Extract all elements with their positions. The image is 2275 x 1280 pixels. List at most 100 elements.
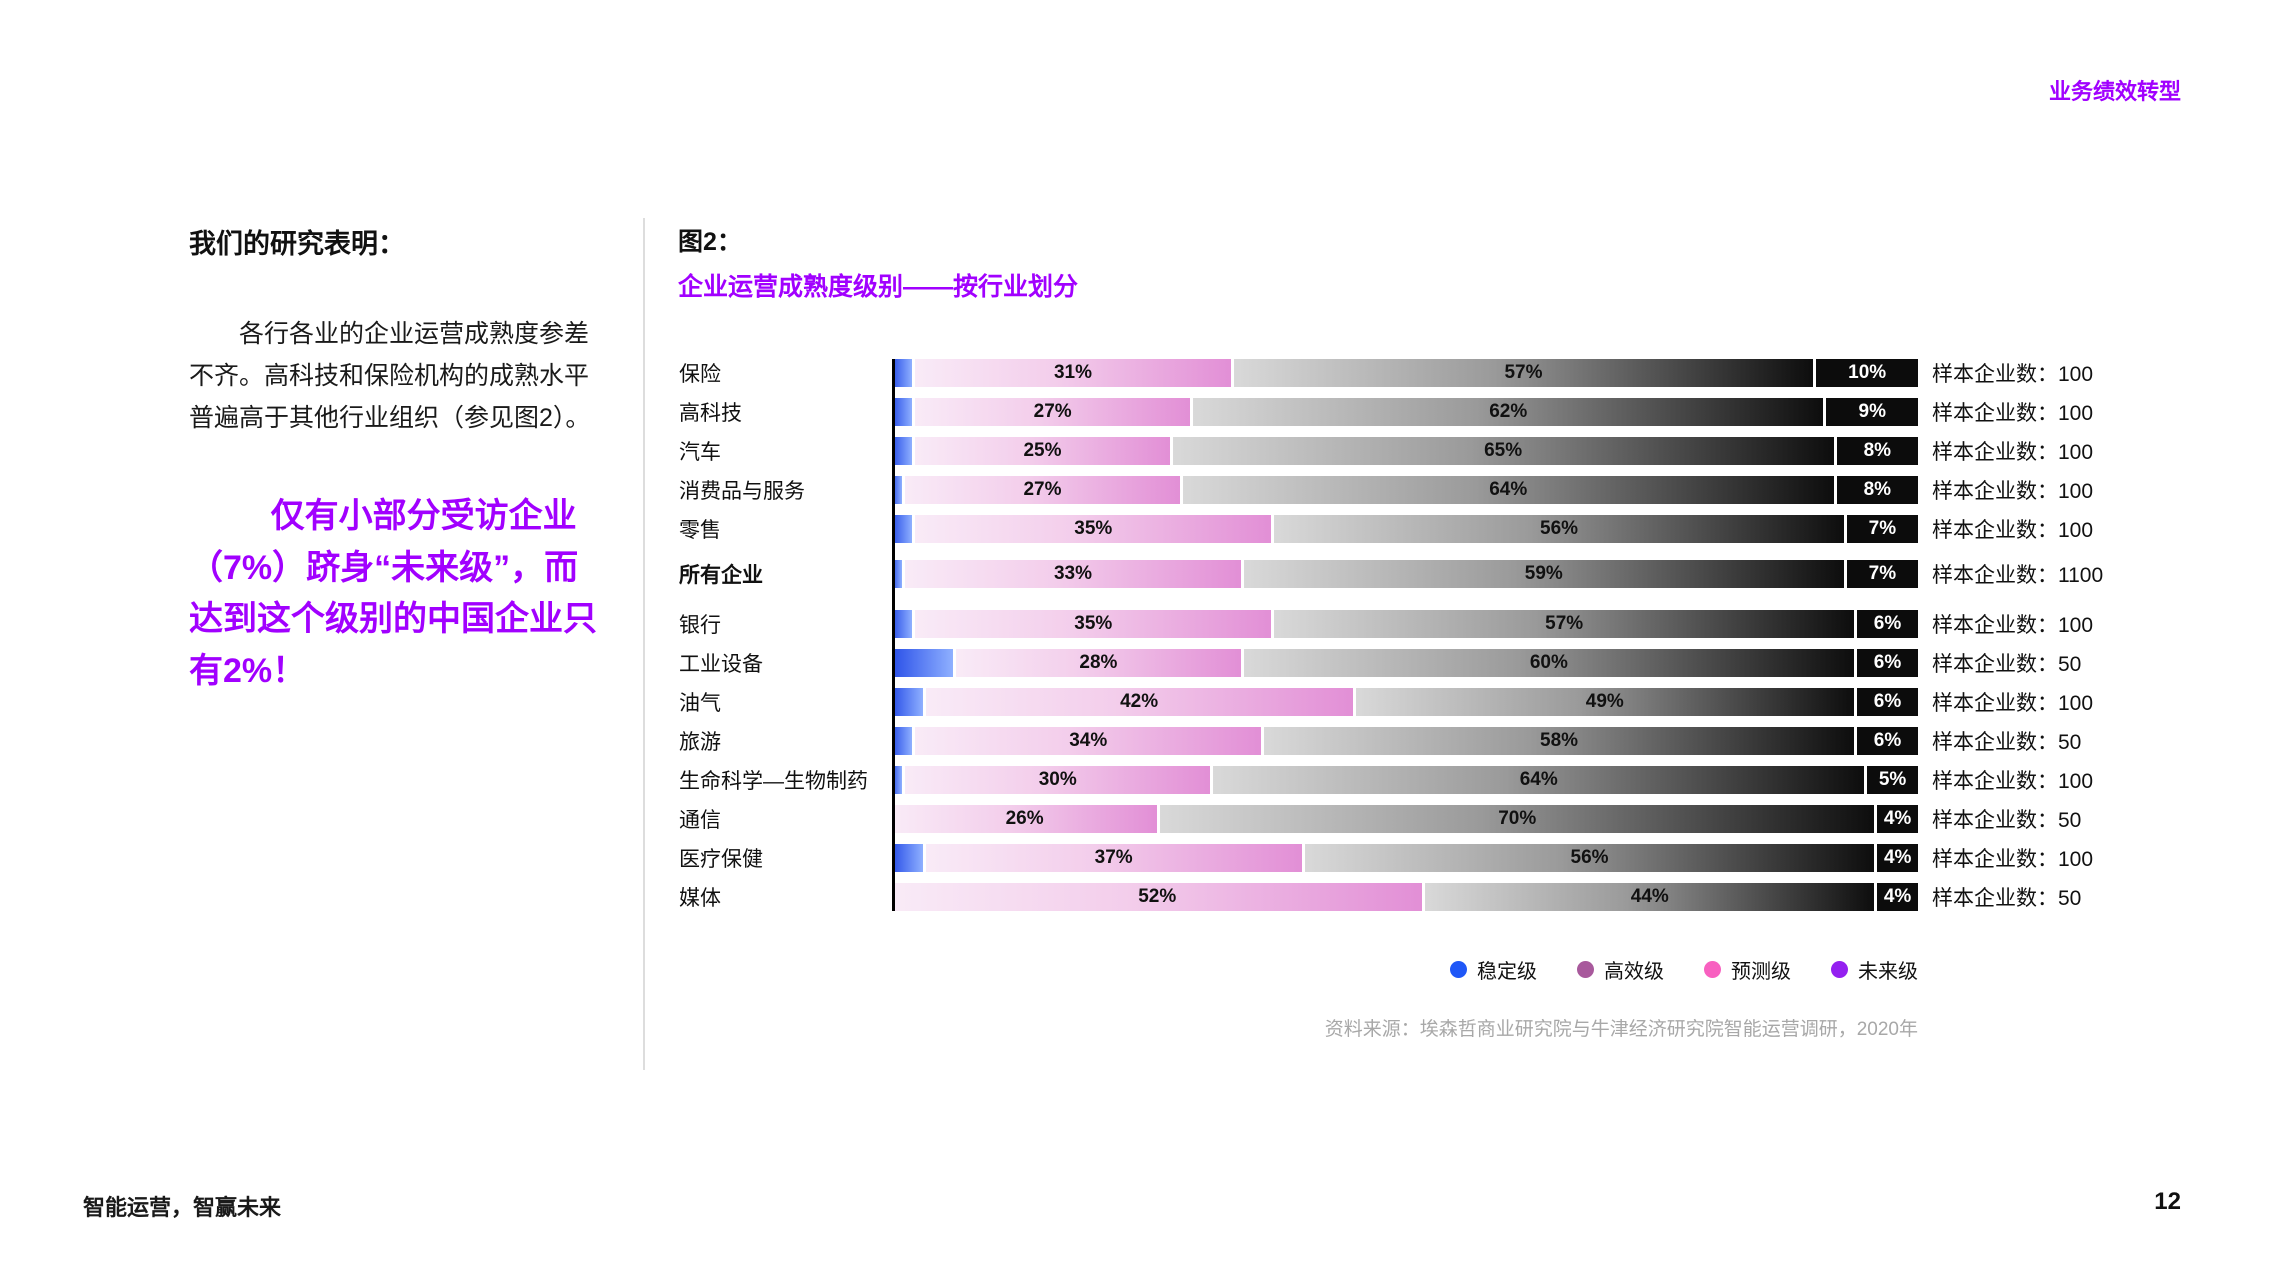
segment-efficient: 27% — [915, 398, 1190, 426]
row-label: 工业设备 — [679, 653, 763, 676]
stacked-bar: 34% 58% 6% — [892, 727, 1918, 755]
segment-future: 6% — [1856, 727, 1918, 755]
stacked-bar: 33% 59% 7% — [892, 560, 1918, 588]
segment-predictive: 60% — [1243, 649, 1854, 677]
chart-row: 医疗保健 37% 56% 4% 样本企业数：100 — [678, 844, 2098, 872]
segment-efficient: 34% — [915, 727, 1262, 755]
stacked-bar: 42% 49% 6% — [892, 688, 1918, 716]
segment-stable — [892, 359, 913, 387]
chart-row: 银行 35% 57% 6% 样本企业数：100 — [678, 610, 2098, 638]
row-label: 医疗保健 — [679, 848, 763, 871]
chart-title: 企业运营成熟度级别——按行业划分 — [678, 273, 1079, 301]
legend-label: 预测级 — [1731, 961, 1791, 983]
segment-predictive: 44% — [1425, 883, 1875, 911]
chart-area: 图2： 企业运营成熟度级别——按行业划分 保险 31% 57% 10% 样本企业数：10… — [678, 222, 2103, 1041]
segment-future: 6% — [1856, 610, 1918, 638]
segment-future: 8% — [1836, 437, 1918, 465]
segment-stable — [892, 688, 923, 716]
segment-stable — [892, 437, 913, 465]
chart-row: 零售 35% 56% 7% 样本企业数：100 — [678, 515, 2098, 543]
segment-efficient: 37% — [925, 844, 1302, 872]
sample-count: 样本企业数：100 — [1932, 692, 2094, 715]
segment-predictive: 49% — [1355, 688, 1854, 716]
chart-row: 保险 31% 57% 10% 样本企业数：100 — [678, 359, 2098, 387]
segment-future: 9% — [1826, 398, 1919, 426]
row-label: 保险 — [679, 363, 721, 386]
segment-efficient: 35% — [915, 515, 1272, 543]
sample-count: 样本企业数：50 — [1932, 887, 2082, 910]
sample-count: 样本企业数：1100 — [1932, 564, 2104, 587]
segment-stable — [892, 844, 923, 872]
segment-efficient: 28% — [956, 649, 1241, 677]
legend-label: 未来级 — [1858, 961, 1918, 983]
segment-stable — [892, 649, 954, 677]
segment-predictive: 57% — [1274, 610, 1854, 638]
footer-tagline: 智能运营，智赢未来 — [83, 1195, 282, 1220]
sample-count: 样本企业数：100 — [1932, 363, 2094, 386]
row-label: 汽车 — [679, 441, 721, 464]
sample-count: 样本企业数：100 — [1932, 770, 2094, 793]
legend-dot-icon — [1704, 961, 1721, 978]
segment-predictive: 70% — [1160, 805, 1875, 833]
segment-stable — [892, 398, 913, 426]
stacked-bar: 31% 57% 10% — [892, 359, 1918, 387]
stacked-bar: 52% 44% 4% — [892, 883, 1918, 911]
segment-future: 10% — [1816, 359, 1918, 387]
stacked-bar: 35% 56% 7% — [892, 515, 1918, 543]
segment-future: 4% — [1877, 883, 1918, 911]
legend-item: 未来级 — [1831, 955, 1918, 984]
segment-future: 7% — [1846, 515, 1918, 543]
sample-count: 样本企业数：50 — [1932, 809, 2082, 832]
stacked-bar: 25% 65% 8% — [892, 437, 1918, 465]
legend-item: 稳定级 — [1450, 955, 1537, 984]
segment-predictive: 62% — [1192, 398, 1824, 426]
segment-stable — [892, 610, 913, 638]
page-section-tag: 业务绩效转型 — [2048, 79, 2181, 104]
legend-dot-icon — [1450, 961, 1467, 978]
row-label: 零售 — [679, 519, 721, 542]
stacked-bar: 30% 64% 5% — [892, 766, 1918, 794]
segment-predictive: 59% — [1243, 560, 1844, 588]
stacked-bar: 35% 57% 6% — [892, 610, 1918, 638]
left-column: 我们的研究表明： 各行各业的企业运营成熟度参差不齐。高科技和保险机构的成熟水平普… — [189, 222, 607, 698]
left-heading: 我们的研究表明： — [189, 229, 405, 259]
highlight-callout: 仅有小部分受访企业（7%）跻身“未来级”，而达到这个级别的中国企业只有2%！ — [189, 497, 597, 691]
chart-row: 通信 26% 70% 4% 样本企业数：50 — [678, 805, 2098, 833]
chart-row: 工业设备 28% 60% 6% 样本企业数：50 — [678, 649, 2098, 677]
segment-efficient: 42% — [925, 688, 1353, 716]
chart-row: 所有企业 33% 59% 7% 样本企业数：1100 — [678, 560, 2103, 588]
segment-predictive: 64% — [1213, 766, 1865, 794]
chart-row: 旅游 34% 58% 6% 样本企业数：50 — [678, 727, 2098, 755]
segment-future: 8% — [1836, 476, 1918, 504]
segment-stable — [892, 727, 913, 755]
row-label: 银行 — [679, 614, 721, 637]
sample-count: 样本企业数：100 — [1932, 480, 2094, 503]
sample-count: 样本企业数：100 — [1932, 519, 2094, 542]
stacked-bar: 27% 62% 9% — [892, 398, 1919, 426]
chart-row: 消费品与服务 27% 64% 8% 样本企业数：100 — [678, 476, 2098, 504]
row-label: 旅游 — [679, 731, 721, 754]
segment-predictive: 65% — [1172, 437, 1834, 465]
row-label: 高科技 — [679, 402, 742, 425]
row-label: 消费品与服务 — [679, 480, 805, 503]
page-number: 12 — [2154, 1188, 2181, 1215]
segment-future: 4% — [1877, 805, 1918, 833]
row-label: 生命科学—生物制药 — [679, 770, 868, 793]
chart-row: 生命科学—生物制药 30% 64% 5% 样本企业数：100 — [678, 766, 2098, 794]
segment-future: 5% — [1867, 766, 1918, 794]
segment-future: 4% — [1877, 844, 1919, 872]
segment-efficient: 25% — [915, 437, 1170, 465]
segment-efficient: 35% — [915, 610, 1272, 638]
legend-dot-icon — [1577, 961, 1594, 978]
chart-row: 媒体 52% 44% 4% 样本企业数：50 — [678, 883, 2098, 911]
row-label: 媒体 — [679, 887, 721, 910]
segment-efficient: 27% — [905, 476, 1180, 504]
segment-predictive: 56% — [1304, 844, 1875, 872]
chart-axis-line — [892, 359, 895, 911]
stacked-bar: 28% 60% 6% — [892, 649, 1918, 677]
segment-predictive: 58% — [1264, 727, 1854, 755]
legend-label: 高效级 — [1604, 961, 1664, 983]
segment-efficient: 26% — [892, 805, 1158, 833]
segment-predictive: 64% — [1182, 476, 1834, 504]
chart-row: 高科技 27% 62% 9% 样本企业数：100 — [678, 398, 2098, 426]
